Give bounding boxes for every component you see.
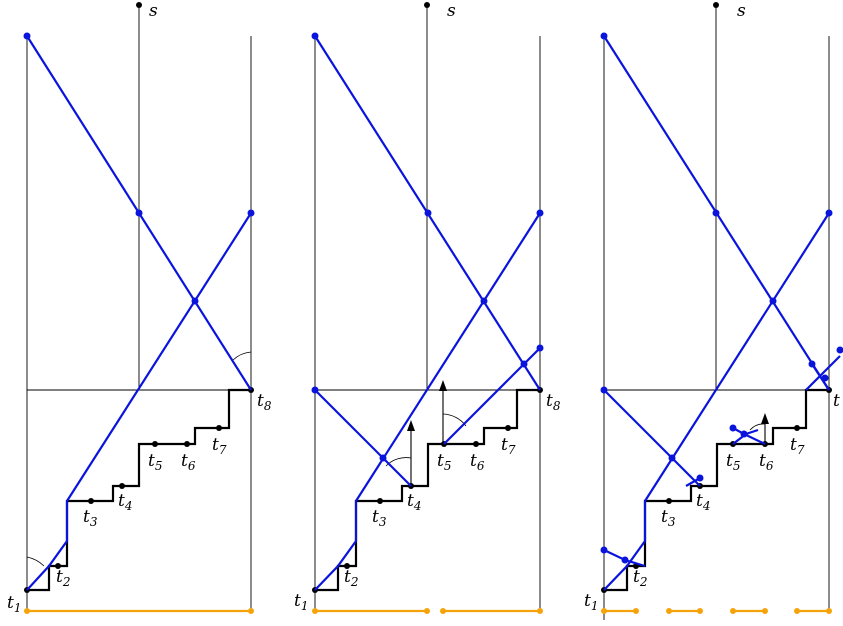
label-t5: t5	[148, 451, 162, 473]
label-t1: t1	[7, 593, 21, 615]
staircase-path	[604, 388, 829, 592]
panel-3: s t1 t2 t3 t4 t5 t6 t7 t	[584, 1, 843, 620]
blue-points	[600, 32, 843, 564]
blue-points	[23, 32, 255, 305]
blue-lines	[314, 35, 541, 591]
t-labels: t1 t2 t3 t4 t5 t6 t7 t8	[294, 391, 561, 613]
label-t8: t8	[546, 391, 561, 413]
label-t5: t5	[726, 451, 740, 473]
staircase-path	[315, 388, 540, 592]
angle-arc	[385, 457, 412, 467]
angle-arc	[232, 351, 252, 361]
axis-lines	[603, 5, 830, 620]
label-t3: t3	[83, 507, 98, 529]
point-t7	[216, 425, 222, 431]
label-t2: t2	[56, 567, 70, 589]
label-t6: t6	[759, 451, 774, 473]
panel-1: s t1 t2 t3 t4 t5 t6 t7 t8	[7, 1, 272, 615]
label-t5: t5	[437, 451, 451, 473]
staircase-path	[27, 388, 251, 592]
label-t4: t4	[696, 491, 710, 513]
s-point	[136, 2, 142, 8]
label-t6: t6	[181, 451, 196, 473]
label-t8: t	[833, 391, 840, 411]
s-point	[713, 2, 719, 8]
label-t4: t4	[407, 491, 421, 513]
label-t3: t3	[661, 507, 676, 529]
blue-points	[311, 32, 544, 462]
label-t1: t1	[584, 591, 598, 613]
label-t7: t7	[212, 435, 227, 457]
point-t5	[152, 441, 158, 447]
point-t6	[184, 441, 190, 447]
axis-lines	[26, 5, 252, 612]
point-t4	[119, 483, 125, 489]
s-label: s	[149, 1, 158, 21]
point-t3	[88, 498, 94, 504]
label-t3: t3	[372, 507, 387, 529]
label-t2: t2	[344, 567, 358, 589]
label-t1: t1	[294, 591, 308, 613]
angle-arc	[442, 413, 467, 427]
s-label: s	[737, 1, 746, 21]
s-point	[424, 2, 430, 8]
axis-lines	[314, 5, 541, 612]
arrows	[761, 413, 769, 444]
label-t4: t4	[118, 491, 132, 513]
blue-lines	[603, 35, 841, 591]
orange-intervals	[24, 608, 254, 614]
point-t2	[55, 563, 61, 569]
label-t7: t7	[501, 435, 516, 457]
label-t2: t2	[633, 567, 647, 589]
angle-arc	[26, 556, 45, 567]
t-labels: t1 t2 t3 t4 t5 t6 t7 t	[584, 391, 840, 613]
panel-2: s t1 t2 t3 t4 t5 t6 t7 t8	[294, 1, 561, 614]
orange-intervals	[601, 608, 832, 614]
staircase-points	[312, 387, 543, 593]
angle-arc	[749, 423, 766, 431]
staircase-points	[24, 387, 254, 593]
orange-intervals	[312, 608, 543, 614]
t-labels: t1 t2 t3 t4 t5 t6 t7 t8	[7, 391, 272, 615]
label-t6: t6	[470, 451, 485, 473]
s-label: s	[447, 1, 456, 21]
label-t7: t7	[790, 435, 805, 457]
label-t8: t8	[257, 391, 272, 413]
